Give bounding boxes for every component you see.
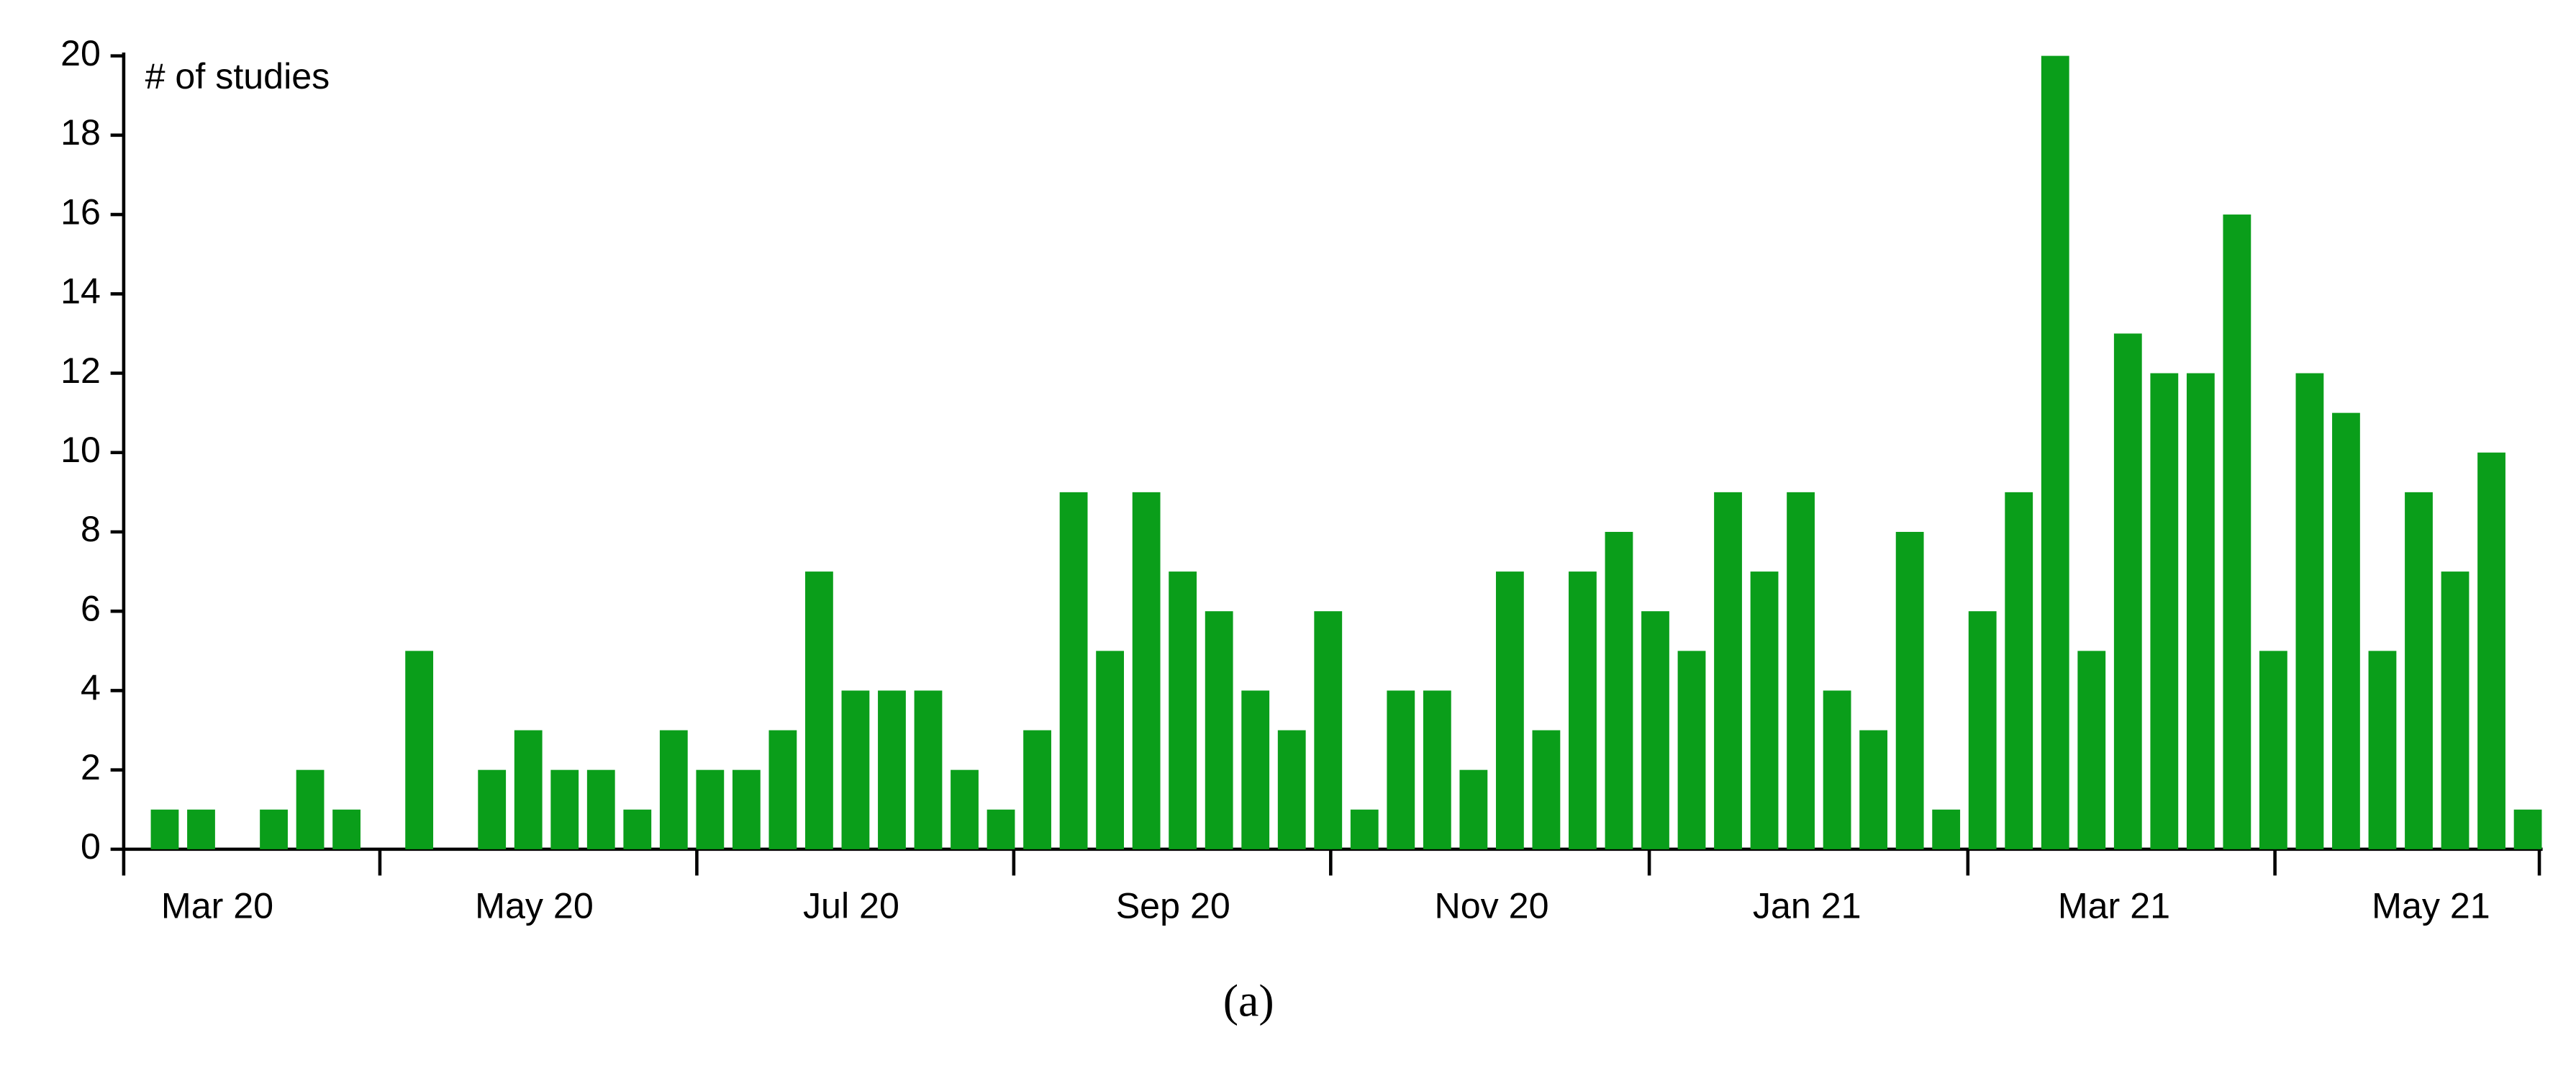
bar bbox=[1314, 611, 1343, 849]
bar bbox=[1932, 809, 1961, 849]
caption: (a) bbox=[1223, 975, 1274, 1026]
x-tick-label: Jan 21 bbox=[1753, 885, 1861, 926]
bar bbox=[2259, 651, 2287, 849]
bar bbox=[2005, 492, 2033, 849]
y-tick-label: 2 bbox=[81, 747, 101, 787]
bar bbox=[2405, 492, 2433, 849]
y-tick-label: 4 bbox=[81, 668, 101, 708]
bar bbox=[2077, 651, 2106, 849]
y-tick-label: 0 bbox=[81, 826, 101, 867]
y-tick-label: 8 bbox=[81, 509, 101, 549]
bar bbox=[1423, 690, 1451, 849]
y-tick-label: 14 bbox=[60, 271, 101, 312]
bar bbox=[914, 690, 943, 849]
bar bbox=[1495, 571, 1524, 849]
bar bbox=[1677, 651, 1706, 849]
bar bbox=[2186, 373, 2215, 849]
x-tick-label: Mar 21 bbox=[2058, 885, 2170, 926]
x-tick-label: Sep 20 bbox=[1116, 885, 1230, 926]
bar bbox=[260, 809, 288, 849]
bar bbox=[1205, 611, 1233, 849]
bar bbox=[732, 769, 761, 849]
bar bbox=[1714, 492, 1742, 849]
bar bbox=[1787, 492, 1815, 849]
bar bbox=[1569, 571, 1597, 849]
bar bbox=[987, 809, 1015, 849]
bar bbox=[1387, 690, 1415, 849]
bar bbox=[1241, 690, 1270, 849]
bar bbox=[296, 769, 325, 849]
y-tick-label: 16 bbox=[60, 191, 101, 232]
x-tick-label: May 20 bbox=[475, 885, 594, 926]
bar bbox=[1277, 730, 1306, 849]
bar bbox=[805, 571, 833, 849]
bar bbox=[1096, 651, 1125, 849]
x-tick-label: Nov 20 bbox=[1434, 885, 1548, 926]
bar bbox=[2477, 452, 2505, 849]
bar bbox=[1968, 611, 1997, 849]
bar bbox=[2441, 571, 2470, 849]
y-tick-label: 20 bbox=[60, 33, 101, 73]
bar bbox=[1895, 531, 1924, 849]
bar bbox=[187, 809, 215, 849]
bar bbox=[878, 690, 906, 849]
bar bbox=[478, 769, 507, 849]
bar bbox=[2150, 373, 2179, 849]
bar bbox=[1459, 769, 1488, 849]
bar bbox=[1169, 571, 1197, 849]
bar bbox=[951, 769, 979, 849]
bar bbox=[586, 769, 615, 849]
bar bbox=[841, 690, 870, 849]
bar bbox=[2332, 412, 2360, 849]
bar bbox=[2368, 651, 2397, 849]
bar bbox=[1023, 730, 1051, 849]
bar bbox=[1059, 492, 1088, 849]
bar bbox=[2295, 373, 2324, 849]
x-tick-label: May 21 bbox=[2372, 885, 2490, 926]
y-axis-label: # of studies bbox=[145, 56, 330, 96]
bar bbox=[1132, 492, 1161, 849]
bar bbox=[514, 730, 543, 849]
bar bbox=[623, 809, 652, 849]
bar bbox=[1823, 690, 1851, 849]
bar bbox=[332, 809, 360, 849]
y-tick-label: 6 bbox=[81, 588, 101, 628]
y-tick-label: 12 bbox=[60, 351, 101, 391]
x-tick-label: Mar 20 bbox=[161, 885, 273, 926]
bar bbox=[550, 769, 579, 849]
bar bbox=[1605, 531, 1633, 849]
bar bbox=[1750, 571, 1779, 849]
bar bbox=[150, 809, 179, 849]
bar bbox=[2113, 333, 2142, 849]
bar bbox=[659, 730, 688, 849]
y-tick-label: 10 bbox=[60, 430, 101, 470]
bar bbox=[768, 730, 797, 849]
bar bbox=[2223, 214, 2251, 849]
y-tick-label: 18 bbox=[60, 112, 101, 153]
bar bbox=[1532, 730, 1561, 849]
bar bbox=[1641, 611, 1669, 849]
bar bbox=[405, 651, 434, 849]
bar bbox=[1350, 809, 1379, 849]
bar bbox=[696, 769, 725, 849]
bar bbox=[2041, 55, 2069, 849]
bar bbox=[2513, 809, 2542, 849]
x-tick-label: Jul 20 bbox=[803, 885, 899, 926]
bar bbox=[1859, 730, 1888, 849]
